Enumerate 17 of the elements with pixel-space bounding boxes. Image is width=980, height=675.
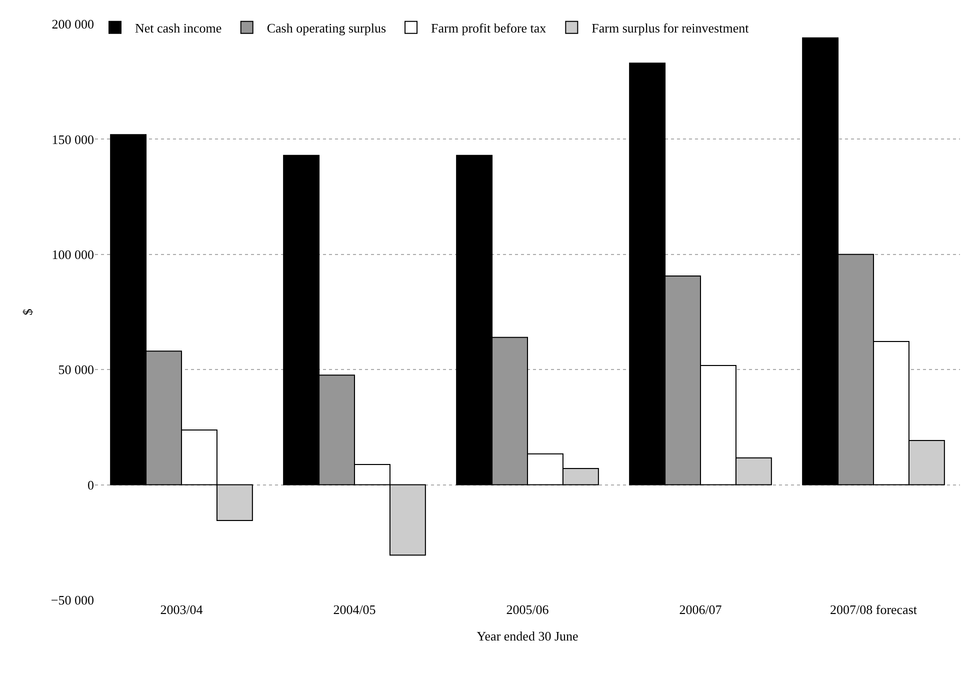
x-tick-label: 2005/06 — [506, 602, 550, 617]
y-tick-label: 200 000 — [52, 16, 94, 32]
y-tick-label: 50 000 — [58, 362, 94, 378]
x-tick-label: 2004/05 — [333, 602, 376, 617]
legend-label: Net cash income — [135, 20, 222, 36]
y-tick-label: 100 000 — [52, 246, 94, 262]
y-axis-title: $ — [20, 308, 35, 316]
x-axis-title: Year ended 30 June — [476, 628, 579, 644]
y-tick-label: −50 000 — [50, 592, 94, 608]
y-tick-label: 150 000 — [52, 132, 94, 147]
y-tick-label: 0 — [88, 477, 94, 492]
x-tick-label: 2007/08 forecast — [830, 602, 918, 617]
legend-label: Farm surplus for reinvestment — [592, 20, 750, 36]
legend-label: Cash operating surplus — [266, 20, 386, 36]
x-tick-label: 2006/07 — [679, 602, 722, 617]
x-tick-label: 2003/04 — [160, 602, 204, 617]
legend-label: Farm profit before tax — [431, 20, 547, 36]
